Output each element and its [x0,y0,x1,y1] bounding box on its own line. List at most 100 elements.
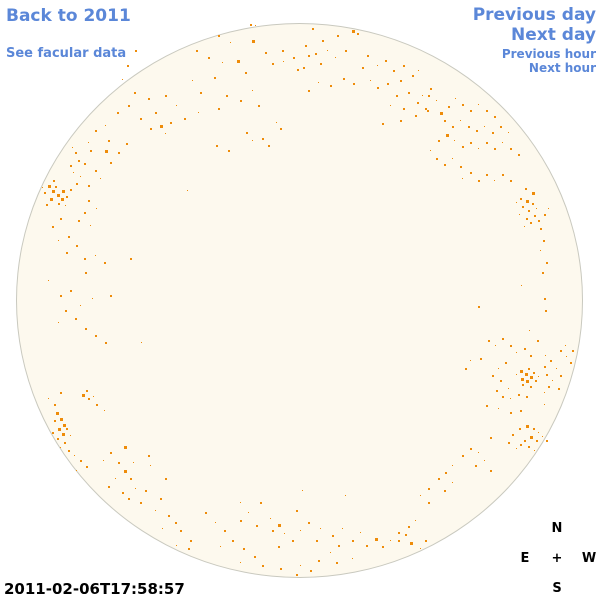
facula-dot [148,455,150,457]
facula-dot [222,62,223,63]
facula-dot [64,442,66,444]
facula-dot [75,318,77,320]
facula-dot [105,125,106,126]
facula-dot [272,63,274,65]
facula-dot [53,180,55,182]
facula-dot [70,165,72,167]
compass-south-label: S [552,581,562,596]
previous-day-link[interactable]: Previous day [472,5,596,25]
facula-dot [226,95,228,97]
facula-dot [88,200,90,202]
facula-dot [70,435,71,436]
facula-dot [165,478,167,480]
facula-dot [228,150,230,152]
facula-dot [420,495,421,496]
next-hour-link[interactable]: Next hour [528,61,596,75]
facula-dot [70,290,72,292]
facula-dot [50,198,53,201]
facula-dot [510,180,512,182]
facula-dot [558,388,560,390]
facula-dot [302,490,303,491]
facula-dot [292,540,294,542]
facula-dot [88,398,90,400]
facula-dot [300,530,301,531]
facula-dot [338,545,340,547]
facula-dot [530,355,532,357]
facula-dot [516,352,517,353]
facula-dot [544,404,545,405]
facula-dot [108,486,110,488]
facula-dot [556,368,557,369]
facula-dot [265,52,267,54]
facula-dot [560,350,562,352]
facula-dot [315,53,317,55]
facula-dot [293,57,295,59]
facula-dot [54,404,56,406]
previous-hour-link[interactable]: Previous hour [501,47,596,61]
facula-dot [475,465,477,467]
facula-dot [148,98,150,100]
facula-dot [533,428,535,430]
next-day-link[interactable]: Next day [511,25,596,45]
facula-dot [342,528,343,529]
facula-dot [494,148,496,150]
facula-dot [262,138,264,140]
facula-dot [548,208,549,209]
facula-dot [337,35,339,37]
see-facular-data-link[interactable]: See facular data [6,46,127,61]
facula-dot [536,208,537,209]
facula-dot [544,214,546,216]
facula-dot [224,530,226,532]
facula-dot [530,376,533,379]
facula-dot [128,105,130,107]
facula-dot [216,145,218,147]
facula-dot [528,446,530,448]
facula-dot [572,350,574,352]
facula-dot [436,100,437,101]
facula-dot [412,75,414,77]
facula-dot [382,123,384,125]
facula-dot [85,272,87,274]
facula-dot [176,545,177,546]
facula-dot [560,375,562,377]
facula-dot [218,108,220,110]
facula-dot [133,462,134,463]
facula-dot [462,146,464,148]
facula-dot [93,396,94,397]
facula-dot [543,240,545,242]
facula-dot [220,546,221,547]
facula-dot [255,25,256,26]
facula-dot [150,465,151,466]
facula-dot [78,160,80,162]
facula-dot [542,436,543,437]
hour-navigation: Previous hour Next hour [502,47,596,75]
facula-dot [66,196,68,198]
facula-dot [468,126,470,128]
back-to-year-link[interactable]: Back to 2011 [6,6,131,26]
facula-dot [352,540,354,542]
facula-dot [367,55,369,57]
facula-dot [162,528,163,529]
facula-dot [510,345,512,347]
facula-dot [58,322,59,323]
facula-dot [110,452,112,454]
facula-dot [521,378,524,381]
facula-dot [48,398,49,399]
facula-dot [465,368,467,370]
facula-dot [525,188,527,190]
facula-dot [60,447,61,448]
facula-dot [478,104,479,105]
facula-dot [110,295,112,297]
facula-dot [280,128,282,130]
facula-dot [484,460,485,461]
facula-dot [546,262,548,264]
facula-dot [214,77,216,79]
facula-dot [428,502,430,504]
facula-dot [352,30,355,33]
facula-dot [48,280,49,281]
facula-dot [316,540,318,542]
facula-dot [252,40,255,43]
facula-dot [140,502,142,504]
facula-dot [276,122,277,123]
facula-dot [200,92,202,94]
